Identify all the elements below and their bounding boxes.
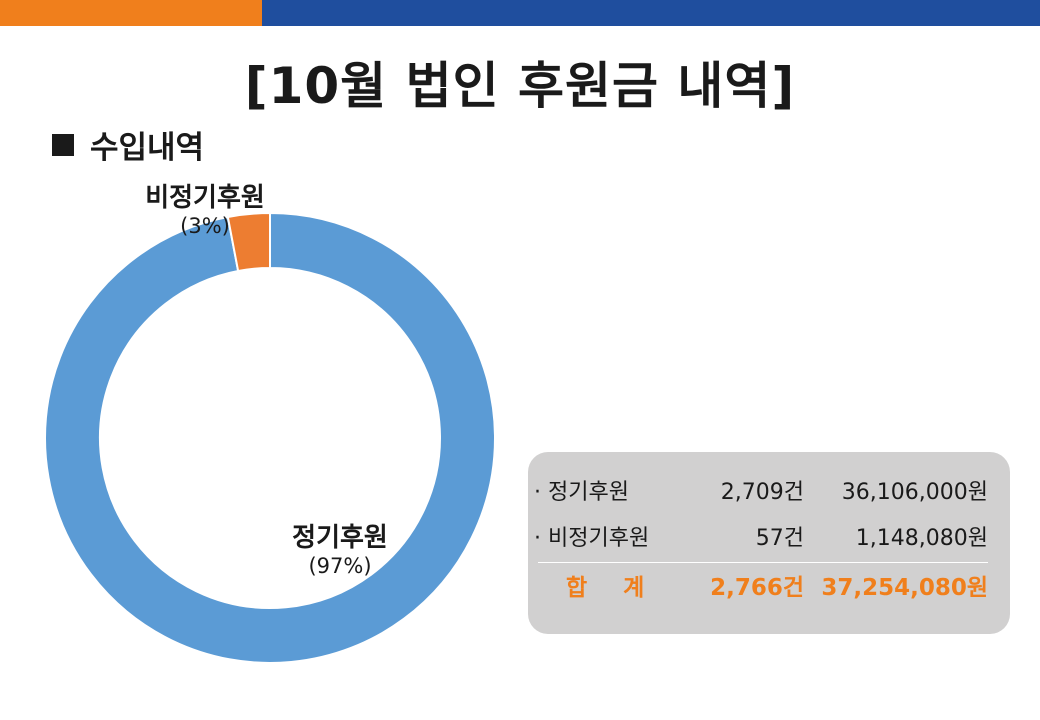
header-accent-orange (0, 0, 262, 26)
summary-row-amount: 36,106,000원 (841, 480, 988, 505)
summary-box: · 정기후원 2,709건 36,106,000원 · 비정기후원 57건 1,… (528, 452, 1010, 634)
summary-row-label: · 비정기후원 (534, 526, 650, 551)
slice-label-name: 정기후원 (292, 523, 388, 553)
summary-row-count: 2,709건 (720, 480, 804, 505)
section-label: 수입내역 (90, 130, 205, 166)
slice-label-percent: (97%) (308, 553, 372, 578)
donut-chart (44, 211, 496, 664)
donut-slices (44, 211, 496, 664)
summary-total-label: 합 계 (566, 575, 659, 601)
slice-label-regular: 정기후원 (97%) (255, 523, 425, 578)
summary-row-label: · 정기후원 (534, 480, 629, 505)
section-heading: 수입내역 (52, 122, 204, 167)
donut-slice-regular (44, 211, 496, 664)
summary-total-count: 2,766건 (710, 575, 804, 601)
header-accent-blue (262, 0, 1040, 26)
slice-label-percent: (3%) (180, 213, 230, 238)
summary-row-amount: 1,148,080원 (855, 526, 988, 551)
donut-slice-irregular (226, 211, 271, 273)
slice-label-irregular: 비정기후원 (3%) (120, 183, 290, 238)
page-title: [10월 법인 후원금 내역] (244, 57, 796, 115)
summary-row: · 정기후원 2,709건 36,106,000원 (528, 474, 1010, 510)
summary-row-count: 57건 (755, 526, 804, 551)
summary-total-amount: 37,254,080원 (821, 575, 988, 601)
summary-row: · 비정기후원 57건 1,148,080원 (528, 520, 1010, 556)
slice-label-name: 비정기후원 (145, 183, 265, 213)
summary-total-row: 합 계 2,766건 37,254,080원 (528, 568, 1010, 604)
summary-divider (538, 562, 988, 563)
square-bullet-icon (52, 134, 74, 156)
